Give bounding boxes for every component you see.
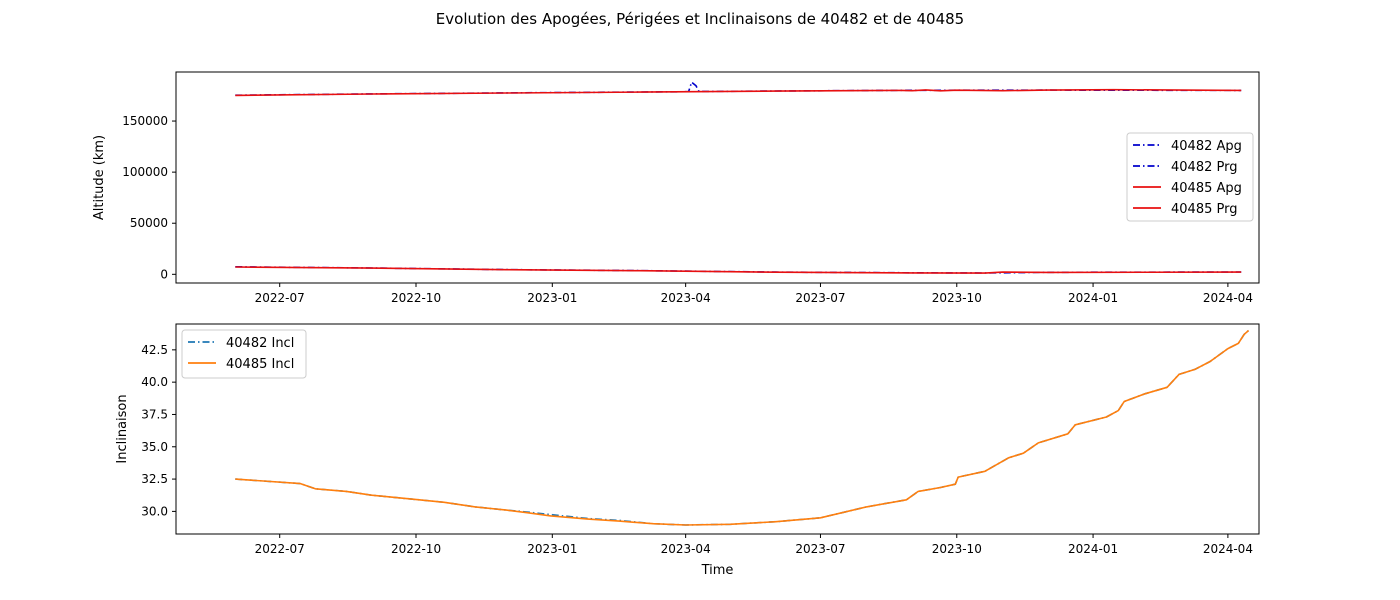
y-tick-label: 40.0: [141, 375, 168, 389]
legend-label: 40482 Apg: [1171, 139, 1242, 154]
inclination-panel: 2022-07 2022-10 2023-01 2023-04 2023-07 2023-…: [115, 323, 1260, 578]
series-line-40485-apg: [235, 88, 1242, 97]
legend-label: 40485 Apg: [1171, 181, 1242, 196]
y-tick-label: 30.0: [141, 504, 168, 518]
x-tick-label: 2022-10: [391, 542, 441, 556]
series-line-40485-incl: [235, 329, 1250, 526]
x-tick-label: 2023-01: [527, 291, 577, 305]
series-group: [235, 81, 1242, 274]
legend-label: 40485 Prg: [1171, 202, 1237, 217]
legend-label: 40485 Incl: [226, 357, 294, 372]
x-axis-label: Time: [701, 563, 734, 578]
y-axis-label: Inclinaison: [115, 394, 130, 463]
y-tick-label: 32.5: [141, 472, 168, 486]
legend-box: [1126, 132, 1254, 222]
x-tick-label: 2022-07: [255, 542, 305, 556]
x-tick-label: 2024-04: [1203, 542, 1253, 556]
x-tick-label: 2023-01: [527, 542, 577, 556]
legend: 40482 Apg 40482 Prg 40485 Apg 40485 Prg: [1126, 132, 1254, 222]
x-tick-label: 2023-04: [661, 291, 711, 305]
y-tick-label: 100000: [122, 165, 168, 179]
y-tick-label: 50000: [130, 216, 168, 230]
x-tick-label: 2023-10: [932, 542, 982, 556]
x-tick-label: 2023-07: [795, 291, 845, 305]
y-tick-label: 0: [160, 267, 168, 281]
x-tick-label: 2024-01: [1068, 291, 1118, 305]
axes-frame: [175, 323, 1260, 535]
y-tick-label: 150000: [122, 114, 168, 128]
axes-frame: [175, 71, 1260, 284]
altitude-panel: 2022-07 2022-10 2023-01 2023-04 2023-07 2023-…: [92, 71, 1260, 305]
x-tick-label: 2023-10: [932, 291, 982, 305]
x-tick-label: 2024-04: [1203, 291, 1253, 305]
legend-label: 40482 Incl: [226, 336, 294, 351]
x-tick-label: 2024-01: [1068, 542, 1118, 556]
x-tick-label: 2022-10: [391, 291, 441, 305]
x-tick-label: 2023-04: [661, 542, 711, 556]
y-tick-label: 37.5: [141, 407, 168, 421]
series-line-40485-prg: [235, 266, 1242, 274]
x-tick-label: 2023-07: [795, 542, 845, 556]
legend-label: 40482 Prg: [1171, 160, 1237, 175]
figure-title: Evolution des Apogées, Périgées et Incli…: [435, 10, 965, 28]
series-line-40482-incl: [235, 329, 1250, 526]
legend: 40482 Incl 40485 Incl: [181, 329, 307, 379]
y-tick-label: 35.0: [141, 440, 168, 454]
x-tick-label: 2022-07: [255, 291, 305, 305]
y-axis-label: Altitude (km): [92, 135, 107, 220]
series-group: [235, 329, 1250, 526]
y-tick-label: 42.5: [141, 343, 168, 357]
